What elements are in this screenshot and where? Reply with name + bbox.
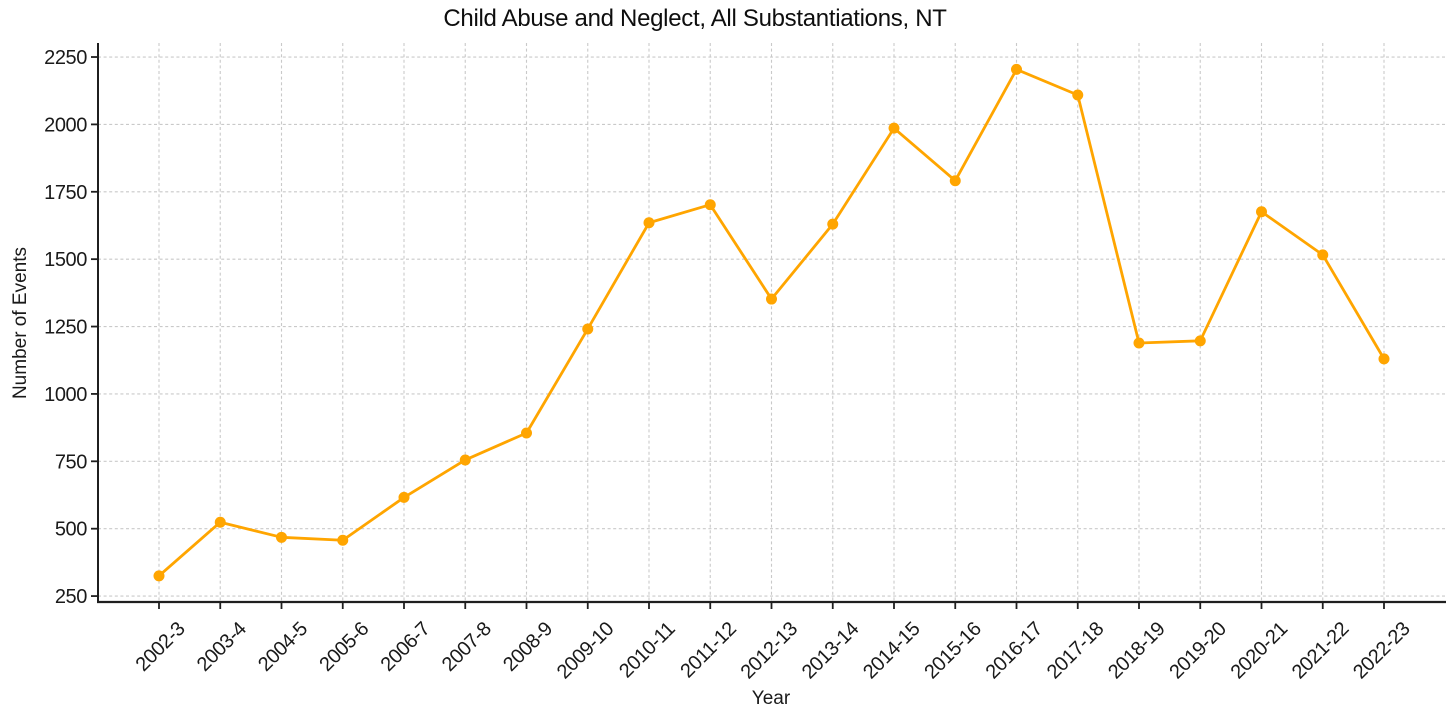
data-point-2013-14	[827, 218, 839, 230]
y-tick-label: 1750	[44, 182, 87, 204]
x-tick-label: 2014-15	[859, 618, 925, 684]
x-axis-label: Year	[751, 688, 791, 709]
x-tick-label: 2011-12	[676, 618, 741, 683]
x-tick-label: 2017-18	[1043, 618, 1109, 684]
data-point-2017-18	[1072, 89, 1084, 101]
data-point-2011-12	[704, 199, 716, 211]
x-tick-label: 2012-13	[737, 618, 803, 684]
y-tick-label: 1000	[44, 384, 87, 406]
data-point-2022-23	[1378, 353, 1390, 365]
x-tick-label: 2008-9	[499, 618, 557, 676]
y-tick-label: 2250	[44, 47, 87, 69]
x-tick-label: 2021-22	[1288, 618, 1354, 684]
data-point-2009-10	[582, 323, 594, 335]
data-point-2008-9	[521, 427, 532, 439]
data-point-2018-19	[1133, 337, 1145, 349]
data-point-2015-16	[949, 175, 961, 187]
x-tick-label: 2003-4	[193, 618, 251, 676]
y-tick-label: 750	[55, 451, 87, 473]
data-point-2003-4	[214, 516, 226, 528]
data-point-2016-17	[1011, 63, 1022, 75]
data-point-2005-6	[337, 534, 349, 546]
data-point-2007-8	[459, 454, 471, 466]
data-point-2006-7	[398, 491, 410, 503]
x-tick-label: 2010-11	[615, 618, 680, 683]
data-point-2012-13	[766, 293, 777, 305]
x-tick-label: 2009-10	[553, 618, 619, 684]
x-tick-label: 2007-8	[438, 618, 496, 676]
x-tick-label: 2006-7	[377, 618, 435, 676]
chart-title: Child Abuse and Neglect, All Substantiat…	[443, 5, 947, 32]
y-tick-label: 500	[55, 519, 87, 541]
data-point-2020-21	[1256, 206, 1267, 218]
data-point-2010-11	[643, 217, 655, 229]
x-tick-label: 2015-16	[920, 618, 986, 684]
x-tick-label: 2022-23	[1349, 618, 1415, 684]
x-tick-label: 2002-3	[132, 618, 190, 676]
data-point-2021-22	[1317, 249, 1329, 261]
y-tick-label: 1500	[44, 249, 87, 271]
data-point-2019-20	[1194, 335, 1206, 347]
x-tick-label: 2018-19	[1104, 618, 1170, 684]
x-tick-label: 2013-14	[798, 618, 864, 684]
y-axis-label: Number of Events	[10, 246, 31, 400]
data-point-2004-5	[276, 531, 287, 543]
x-tick-label: 2005-6	[315, 618, 373, 676]
x-tick-label: 2004-5	[254, 618, 312, 676]
x-tick-label: 2019-20	[1165, 618, 1231, 684]
x-tick-label: 2016-17	[982, 618, 1048, 684]
x-tick-label: 2020-21	[1227, 618, 1293, 684]
y-tick-label: 2000	[44, 114, 87, 136]
data-point-2014-15	[888, 122, 900, 134]
data-point-2002-3	[153, 570, 165, 582]
y-tick-label: 1250	[44, 317, 87, 339]
y-tick-label: 250	[55, 586, 87, 608]
